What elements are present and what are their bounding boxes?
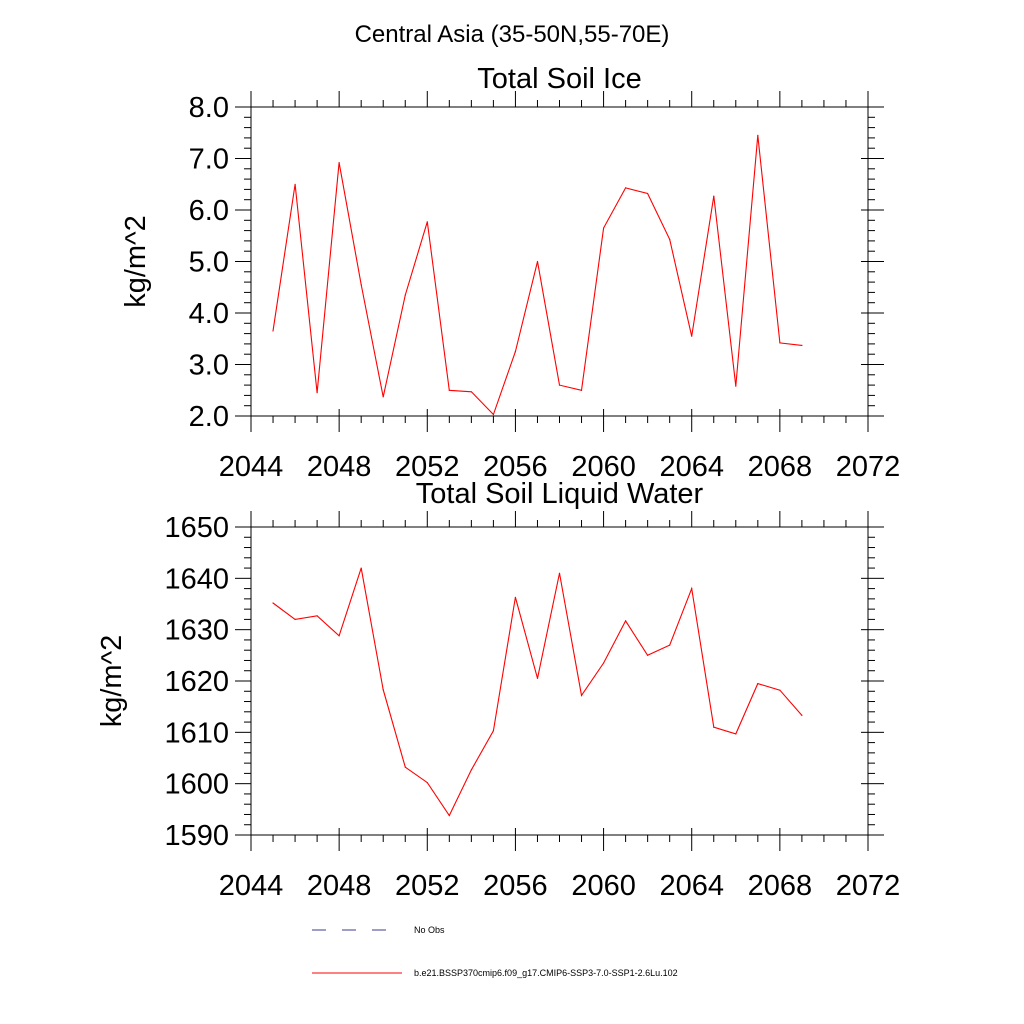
data-point xyxy=(647,654,649,656)
y-tick-label: 7.0 xyxy=(189,144,229,176)
data-point xyxy=(404,766,406,768)
legend-no-obs-label: No Obs xyxy=(414,925,445,935)
series-line xyxy=(272,135,802,416)
x-tick-label: 2056 xyxy=(483,451,548,483)
data-point xyxy=(603,662,605,664)
soil-liquid-water-panel: Total Soil Liquid Water kg/m^2 2044 2048 205… xyxy=(96,478,900,902)
data-point xyxy=(492,730,494,732)
x-tick-label: 2072 xyxy=(836,451,901,483)
data-point xyxy=(558,384,561,386)
legend: No Obs b.e21.BSSP370cmip6.f09_g17.CMIP6-… xyxy=(312,925,678,978)
series-line xyxy=(272,567,803,817)
data-point xyxy=(558,572,561,574)
data-point xyxy=(360,284,362,286)
legend-model-run-label: b.e21.BSSP370cmip6.f09_g17.CMIP6-SSP3-7.… xyxy=(414,968,678,978)
data-point xyxy=(470,391,472,393)
data-point xyxy=(735,385,737,387)
figure-title: Central Asia (35-50N,55-70E) xyxy=(355,21,670,48)
data-point xyxy=(514,596,517,598)
data-point xyxy=(801,714,803,717)
data-point xyxy=(779,342,781,344)
data-point xyxy=(625,620,627,622)
data-point xyxy=(669,238,671,240)
data-point xyxy=(338,162,340,164)
y-tick-label: 1620 xyxy=(164,666,229,698)
data-point xyxy=(691,335,693,337)
data-point xyxy=(272,602,274,604)
x-tick-label: 2052 xyxy=(395,870,460,902)
y-tick-label: 8.0 xyxy=(189,92,229,124)
x-tick-label: 2048 xyxy=(307,451,372,483)
data-point xyxy=(580,389,583,391)
data-point xyxy=(669,644,671,646)
data-point xyxy=(448,389,450,391)
y-tick-label: 1640 xyxy=(164,563,229,595)
y-tick-label: 5.0 xyxy=(189,247,229,279)
x-tick-label: 2060 xyxy=(571,451,636,483)
panel-title: Total Soil Liquid Water xyxy=(416,478,704,510)
y-tick-label: 1630 xyxy=(164,615,229,647)
y-axis-label: kg/m^2 xyxy=(120,215,152,308)
data-point xyxy=(426,782,428,784)
data-point xyxy=(316,392,318,394)
x-tick-label: 2072 xyxy=(836,870,901,902)
data-point xyxy=(801,344,803,346)
data-point xyxy=(382,689,384,691)
y-tick-label: 1590 xyxy=(164,820,229,852)
data-point xyxy=(757,134,759,136)
data-point xyxy=(426,221,428,223)
x-tick-label: 2048 xyxy=(307,870,372,902)
data-point xyxy=(382,396,384,398)
x-tick-label: 2060 xyxy=(571,870,636,902)
x-tick-label: 2056 xyxy=(483,870,548,902)
x-tick-label: 2044 xyxy=(219,451,284,483)
y-tick-label: 4.0 xyxy=(189,298,229,330)
data-point xyxy=(514,351,517,353)
data-point xyxy=(404,294,406,296)
data-point xyxy=(536,677,539,680)
x-tick-label: 2068 xyxy=(748,870,813,902)
data-point xyxy=(536,260,539,263)
y-axis-label: kg/m^2 xyxy=(96,635,128,728)
data-point xyxy=(691,588,693,590)
data-point xyxy=(713,195,715,197)
plot-frame xyxy=(250,106,869,417)
data-point xyxy=(448,814,450,817)
x-tick-label: 2044 xyxy=(219,870,284,902)
data-point xyxy=(360,567,362,569)
data-point xyxy=(625,187,627,189)
panel-title: Total Soil Ice xyxy=(477,63,641,95)
x-tick-label: 2052 xyxy=(395,451,460,483)
data-point xyxy=(272,330,274,332)
data-point xyxy=(757,683,759,685)
data-point xyxy=(492,413,494,416)
data-point xyxy=(338,635,340,637)
data-point xyxy=(603,227,605,229)
y-tick-label: 2.0 xyxy=(189,401,229,433)
data-point xyxy=(294,618,296,621)
x-tick-label: 2068 xyxy=(748,451,813,483)
data-point xyxy=(779,689,781,691)
data-point xyxy=(294,183,296,185)
data-point xyxy=(470,769,472,771)
data-point xyxy=(713,726,715,728)
x-tick-label: 2064 xyxy=(659,870,724,902)
data-point xyxy=(316,615,318,617)
data-point xyxy=(647,192,649,195)
y-tick-label: 1600 xyxy=(164,769,229,801)
x-tick-label: 2064 xyxy=(659,451,724,483)
y-tick-label: 6.0 xyxy=(189,195,229,227)
y-tick-label: 3.0 xyxy=(189,350,229,382)
y-tick-label: 1650 xyxy=(164,512,229,544)
data-point xyxy=(735,733,737,735)
y-tick-label: 1610 xyxy=(164,717,229,749)
soil-ice-panel: Total Soil Ice kg/m^2 2044 2048 2052 2056 2060… xyxy=(120,63,900,483)
data-point xyxy=(580,694,583,697)
